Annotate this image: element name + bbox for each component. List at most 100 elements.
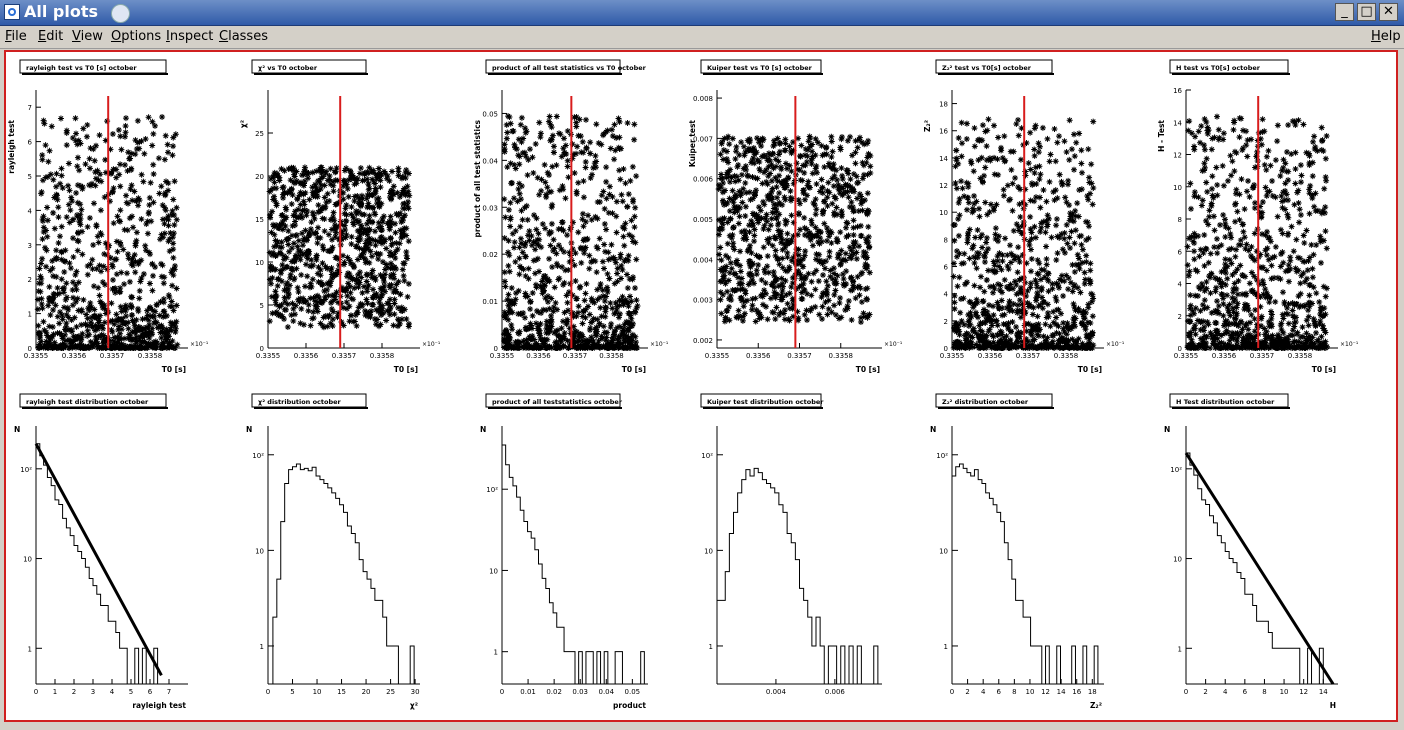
y-tick-label: 10 [255, 259, 264, 267]
x-axis-label: T0 [s] [1078, 365, 1102, 374]
x-tick-label: 0.3357 [787, 352, 812, 360]
y-tick-label: 1 [944, 643, 948, 651]
x-tick-label: 30 [411, 688, 420, 696]
y-tick-label: 4 [1178, 281, 1183, 289]
x-tick-label: 0.05 [625, 688, 641, 696]
menu-help-mnemonic: H [1371, 29, 1381, 44]
x-tick-label: 0.3356 [294, 352, 319, 360]
x-tick-label: 0.3356 [1212, 352, 1237, 360]
x-tick-label: 0.3356 [978, 352, 1003, 360]
histogram-bars [35, 443, 173, 685]
y-tick-label: 10 [704, 547, 713, 555]
minimize-button[interactable]: _ [1335, 3, 1354, 21]
chart-title-shadow [22, 73, 168, 75]
x-tick-label: 25 [386, 688, 395, 696]
x-tick-label: 15 [337, 688, 346, 696]
x-tick-label: 0.3358 [829, 352, 854, 360]
y-tick-label: 20 [255, 173, 264, 181]
y-tick-label: 10 [255, 547, 264, 555]
y-tick-label: 0 [260, 345, 264, 353]
y-tick-label: 0.006 [693, 176, 714, 184]
y-tick-label: 0.008 [693, 95, 713, 103]
x-exponent: ×10⁻¹ [1340, 341, 1359, 348]
y-tick-label: 0.05 [482, 110, 498, 118]
y-tick-label: 10² [486, 486, 498, 494]
x-tick-label: 0.3355 [705, 352, 730, 360]
chart-title-shadow [938, 73, 1054, 75]
histogram-bars [716, 467, 882, 685]
x-tick-label: 18 [1088, 688, 1097, 696]
y-tick-label: 6 [28, 139, 33, 147]
x-tick-label: 0.3356 [62, 352, 87, 360]
chart-title: product of all teststatistics october [492, 398, 623, 406]
chart-title: χ² distribution october [258, 398, 342, 406]
y-tick-label: 0.002 [693, 337, 713, 345]
chart-title-shadow [1172, 73, 1290, 75]
y-tick-label: 0.04 [482, 157, 498, 165]
menu-options[interactable]: Options [111, 29, 161, 44]
menu-edit[interactable]: Edit [38, 29, 63, 44]
menu-inspect-rest: nspect [169, 29, 214, 44]
menu-inspect[interactable]: Inspect [166, 29, 213, 44]
x-tick-label: 0.01 [520, 688, 536, 696]
menu-file-mnemonic: F [5, 29, 12, 44]
scatter-markers [34, 113, 181, 351]
chart-title-shadow [1172, 407, 1290, 409]
y-axis-label: N [1164, 425, 1170, 434]
chart-title: χ² vs T0 october [258, 64, 318, 72]
fit-line [1184, 452, 1335, 685]
y-tick-label: 4 [28, 207, 33, 215]
x-tick-label: 0.3357 [332, 352, 357, 360]
x-tick-label: 0.02 [546, 688, 562, 696]
y-tick-label: 10² [20, 466, 32, 474]
x-tick-label: 4 [110, 688, 115, 696]
y-tick-label: 6 [944, 264, 949, 272]
x-tick-label: 4 [1223, 688, 1228, 696]
y-tick-label: 10 [489, 567, 498, 575]
x-axis-label: T0 [s] [856, 365, 880, 374]
menu-help[interactable]: Help [1371, 29, 1401, 44]
window-titlebar[interactable]: All plots _ □ ✕ [0, 0, 1404, 26]
x-tick-label: 0.006 [825, 688, 846, 696]
chart-title: rayleigh test distribution october [26, 398, 149, 406]
menu-file[interactable]: File [5, 29, 27, 44]
menu-view[interactable]: View [72, 29, 103, 44]
y-tick-label: 1 [494, 649, 498, 657]
histogram-bars [951, 463, 1102, 685]
x-exponent: ×10⁻¹ [190, 341, 209, 348]
x-tick-label: 0.3357 [563, 352, 588, 360]
scatter-points [266, 164, 413, 331]
menu-options-rest: ptions [121, 29, 162, 44]
histogram-bars [1185, 452, 1336, 685]
scatter-points [950, 116, 1097, 351]
x-tick-label: 0.3356 [746, 352, 771, 360]
y-tick-label: 12 [1173, 152, 1182, 160]
x-tick-label: 8 [1262, 688, 1266, 696]
chart-title: Kuiper test distribution october [707, 398, 824, 406]
menu-classes[interactable]: Classes [219, 29, 268, 44]
chart-title: rayleigh test vs T0 [s] october [26, 64, 137, 72]
plot-canvas[interactable]: rayleigh test vs T0 [s] october 0 1 2 3 4 5 6 7 0… [4, 50, 1398, 722]
x-axis-label: χ² [410, 701, 418, 710]
maximize-button[interactable]: □ [1357, 3, 1376, 21]
x-tick-label: 0.3356 [526, 352, 551, 360]
y-tick-label: 0.005 [693, 216, 713, 224]
y-tick-label: 1 [260, 643, 264, 651]
x-tick-label: 14 [1319, 688, 1328, 696]
chart-title: H Test distribution october [1176, 398, 1275, 406]
scatter-markers [1184, 113, 1330, 351]
x-tick-label: 5 [290, 688, 294, 696]
y-tick-label: 8 [944, 236, 948, 244]
y-tick-label: 4 [944, 291, 949, 299]
x-tick-label: 0 [500, 688, 504, 696]
x-exponent: ×10⁻¹ [650, 341, 669, 348]
x-tick-label: 6 [997, 688, 1002, 696]
chart-title-shadow [488, 407, 622, 409]
y-axis-label: H - Test [1157, 120, 1166, 152]
y-tick-label: 2 [1178, 313, 1182, 321]
chart-title: H test vs T0[s] october [1176, 64, 1261, 72]
y-tick-label: 15 [255, 216, 264, 224]
close-button[interactable]: ✕ [1379, 3, 1398, 21]
y-tick-label: 0 [494, 345, 498, 353]
menu-classes-rest: lasses [228, 29, 268, 44]
